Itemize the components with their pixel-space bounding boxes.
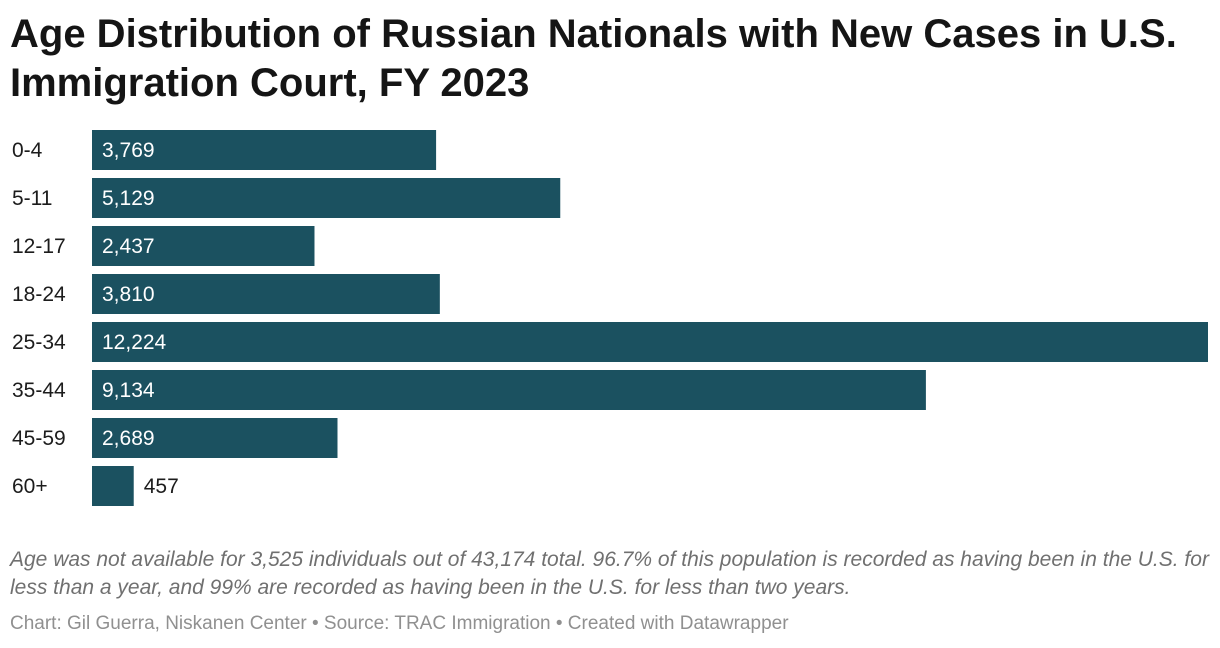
category-label: 12-17 — [12, 235, 66, 258]
value-label: 457 — [144, 475, 179, 498]
category-label: 35-44 — [12, 379, 66, 402]
category-label: 18-24 — [12, 283, 66, 306]
category-label: 25-34 — [12, 331, 66, 354]
value-label: 12,224 — [102, 331, 167, 354]
chart-note: Age was not available for 3,525 individu… — [10, 548, 1209, 599]
bar — [92, 226, 315, 266]
category-label: 45-59 — [12, 427, 66, 450]
bar — [92, 418, 338, 458]
category-label: 60+ — [12, 475, 48, 498]
value-label: 9,134 — [102, 379, 155, 402]
value-label: 5,129 — [102, 187, 155, 210]
bar — [92, 466, 134, 506]
category-label: 5-11 — [12, 187, 52, 210]
bar — [92, 322, 1208, 362]
bar — [92, 130, 437, 170]
bar — [92, 370, 926, 410]
bar — [92, 178, 561, 218]
chart-title: Age Distribution of Russian Nationals wi… — [10, 12, 1177, 105]
value-label: 2,437 — [102, 235, 155, 258]
category-label: 0-4 — [12, 139, 43, 162]
bar-chart: 0-4 3,769 5-11 5,129 12-17 2,437 18-24 3,810 25-… — [12, 130, 1208, 506]
value-label: 2,689 — [102, 427, 155, 450]
chart-credits: Chart: Gil Guerra, Niskanen Center • Sou… — [10, 613, 789, 634]
bar — [92, 274, 440, 314]
value-label: 3,769 — [102, 139, 155, 162]
value-label: 3,810 — [102, 283, 155, 306]
